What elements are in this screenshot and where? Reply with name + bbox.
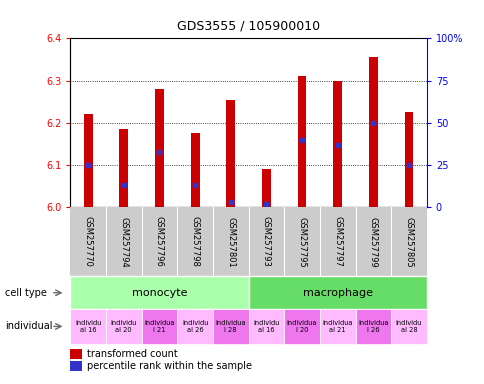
Bar [226,100,235,207]
Text: cell type: cell type [5,288,46,298]
Bar [70,349,82,359]
Text: GSM257793: GSM257793 [261,217,271,267]
Text: individua
l 20: individua l 20 [286,320,317,333]
Bar [141,309,177,344]
Text: individu
al 16: individu al 16 [253,320,279,333]
Bar [212,309,248,344]
Bar [261,169,270,207]
Text: individu
al 16: individu al 16 [75,320,101,333]
Text: GDS3555 / 105900010: GDS3555 / 105900010 [177,19,319,32]
Text: GSM257770: GSM257770 [83,217,92,267]
Text: individu
al 26: individu al 26 [182,320,208,333]
Text: individu
al 20: individu al 20 [110,320,136,333]
Bar [297,76,306,207]
Bar [106,309,141,344]
Bar [119,129,128,207]
Bar [84,114,92,207]
Text: GSM257799: GSM257799 [368,217,377,267]
Text: transformed count: transformed count [87,349,178,359]
Text: monocyte: monocyte [132,288,187,298]
Text: macrophage: macrophage [302,288,372,298]
Bar [355,309,390,344]
Text: percentile rank within the sample: percentile rank within the sample [87,361,252,371]
Bar [70,309,106,344]
Bar [333,81,341,207]
Bar [391,309,426,344]
Text: individua
l 28: individua l 28 [215,320,245,333]
Bar [155,89,164,207]
Bar [248,276,426,309]
Bar [284,309,319,344]
Bar [70,276,248,309]
Text: GSM257797: GSM257797 [333,217,342,267]
Text: individual: individual [5,321,52,331]
Bar [190,134,199,207]
Bar [319,309,355,344]
Text: individua
al 21: individua al 21 [322,320,352,333]
Text: GSM257801: GSM257801 [226,217,235,267]
Bar [404,113,412,207]
Bar [248,309,284,344]
Bar [177,309,212,344]
Bar [368,58,377,207]
Text: individua
l 26: individua l 26 [357,320,388,333]
Text: GSM257798: GSM257798 [190,217,199,267]
Text: GSM257794: GSM257794 [119,217,128,267]
Text: individu
al 28: individu al 28 [395,320,421,333]
Text: individua
l 21: individua l 21 [144,320,174,333]
Text: GSM257795: GSM257795 [297,217,306,267]
Text: GSM257796: GSM257796 [154,217,164,267]
Bar [70,361,82,371]
Text: GSM257805: GSM257805 [404,217,413,267]
